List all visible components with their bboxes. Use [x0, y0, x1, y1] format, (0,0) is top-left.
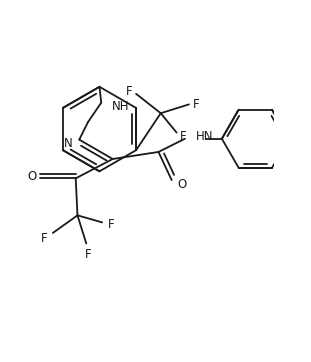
Text: N: N [63, 136, 72, 150]
Text: O: O [178, 178, 187, 191]
Text: F: F [180, 130, 187, 143]
Text: NH: NH [112, 100, 129, 113]
Text: O: O [27, 170, 36, 183]
Text: F: F [310, 132, 311, 145]
Text: F: F [85, 248, 91, 261]
Text: F: F [108, 218, 114, 231]
Text: HN: HN [195, 130, 213, 143]
Text: F: F [41, 232, 47, 245]
Text: F: F [193, 98, 199, 111]
Text: F: F [126, 85, 132, 98]
